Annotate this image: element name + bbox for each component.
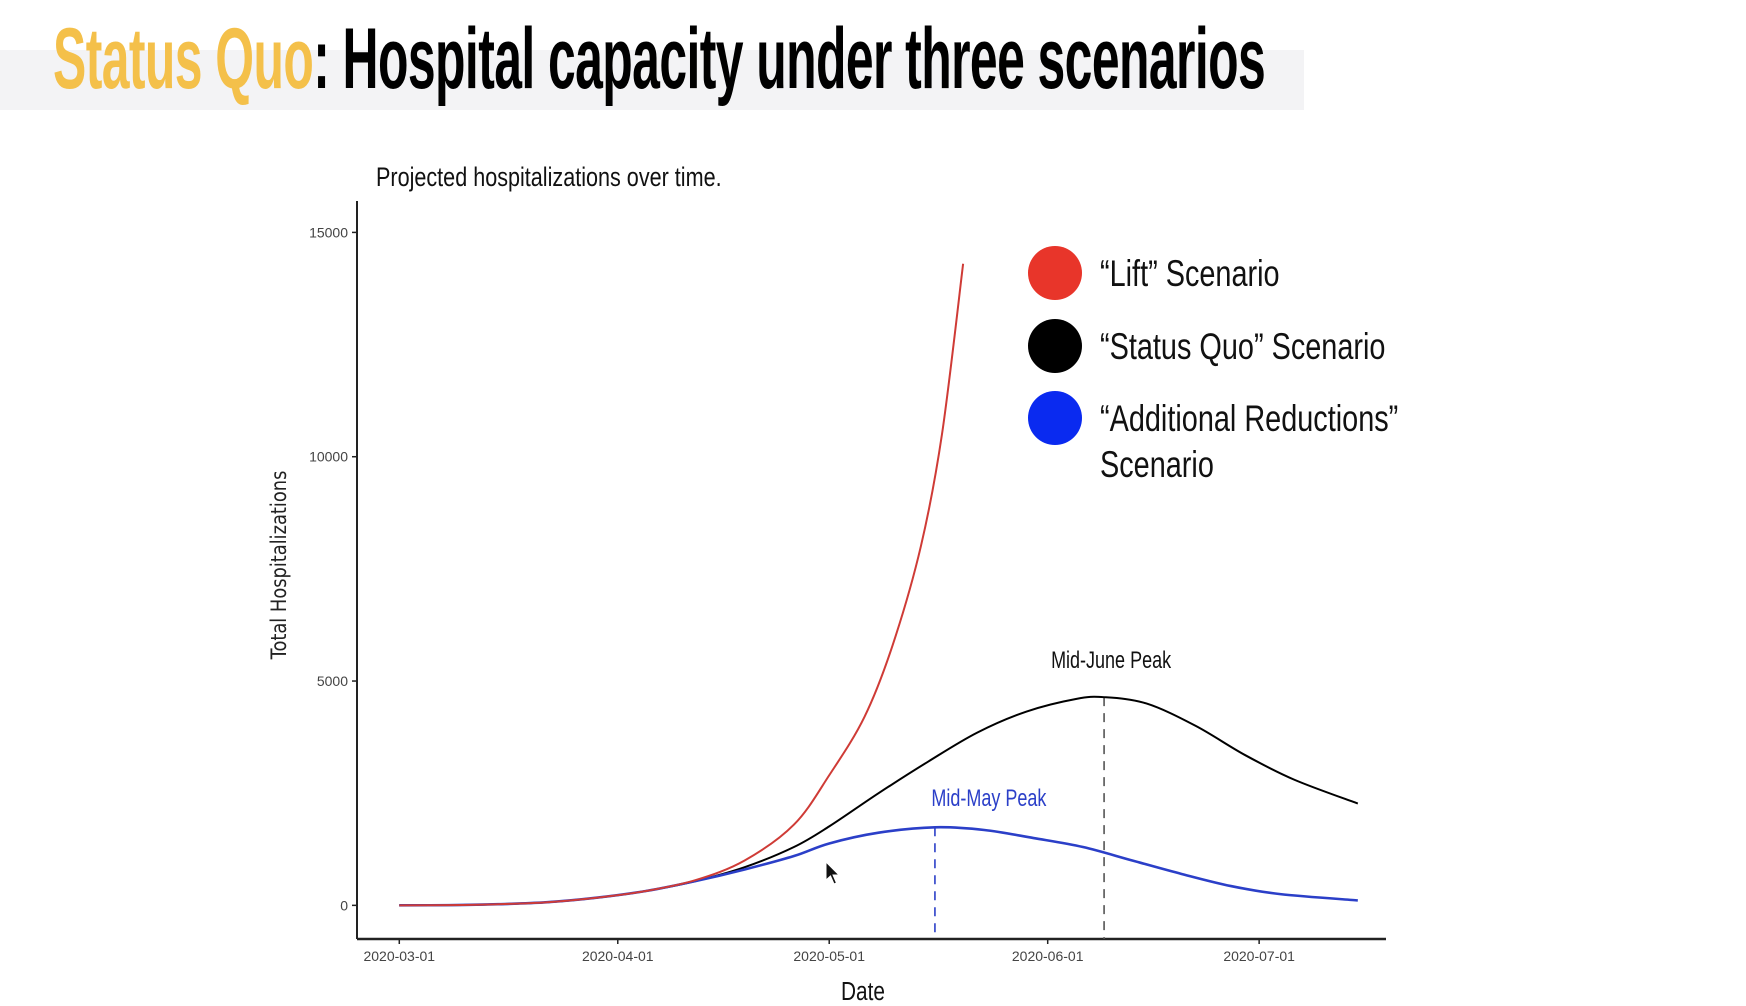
peak-annotation: Mid-June Peak [1051, 648, 1171, 674]
x-tick-label: 2020-04-01 [582, 948, 654, 964]
series-line-additional-reductions [399, 825, 1358, 907]
mouse-cursor-icon [825, 860, 841, 885]
legend-label: “Additional Reductions” [1100, 399, 1398, 440]
chart-title: Projected hospitalizations over time. [376, 163, 722, 193]
x-tick-label: 2020-06-01 [1012, 948, 1084, 964]
title-highlight: Status Quo [53, 11, 314, 107]
x-axis-label: Date [841, 977, 885, 1006]
title-band [0, 50, 1304, 110]
series-line-lift [399, 263, 965, 907]
legend-label-line2: Scenario [1100, 445, 1214, 486]
x-tick-label: 2020-05-01 [793, 948, 865, 964]
legend-swatch [1028, 246, 1082, 300]
y-tick-label: 5000 [317, 673, 348, 689]
peak-annotation: Mid-May Peak [931, 786, 1046, 812]
y-tick-label: 10000 [309, 449, 348, 465]
y-tick-label: 0 [340, 897, 348, 913]
series-line-status-quo [399, 695, 1359, 907]
slide-title: Status Quo: Hospital capacity under thre… [53, 4, 1266, 114]
legend-swatch [1028, 391, 1082, 445]
y-axis-label: Total Hospitalizations [267, 471, 292, 661]
x-tick-label: 2020-07-01 [1223, 948, 1295, 964]
title-rest: : Hospital capacity under three scenario… [313, 11, 1266, 107]
y-tick-label: 15000 [309, 224, 348, 240]
x-tick-label: 2020-03-01 [363, 948, 435, 964]
legend-label: “Status Quo” Scenario [1100, 327, 1385, 368]
legend-label: “Lift” Scenario [1100, 254, 1280, 295]
legend-swatch [1028, 319, 1082, 373]
